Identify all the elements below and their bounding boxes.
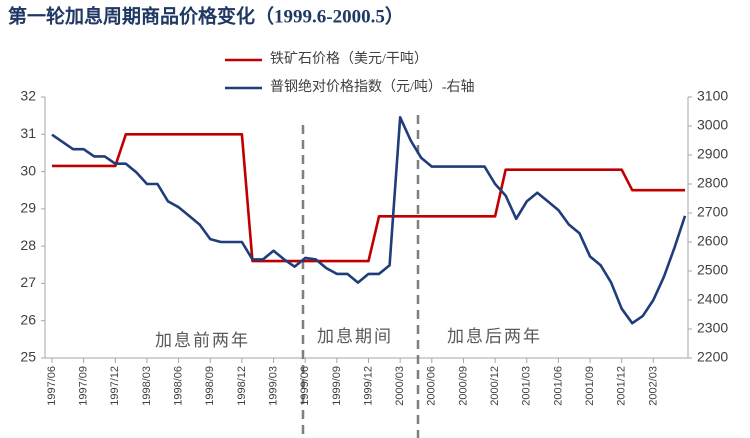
y2-tick-label: 2500 bbox=[697, 262, 728, 278]
y-tick-label: 28 bbox=[20, 237, 36, 253]
x-tick-label: 1997/09 bbox=[78, 366, 90, 406]
y2-tick-label: 2400 bbox=[697, 291, 728, 307]
x-tick-label: 1997/12 bbox=[109, 366, 121, 406]
x-tick-label: 1999/03 bbox=[267, 366, 279, 406]
line-series bbox=[52, 132, 685, 263]
x-tick-label: 2000/06 bbox=[426, 366, 438, 406]
x-tick-label: 2001/03 bbox=[521, 366, 533, 406]
y2-tick-label: 2800 bbox=[697, 175, 728, 191]
x-tick-label: 2001/06 bbox=[552, 366, 564, 406]
x-tick-label: 2000/03 bbox=[394, 366, 406, 406]
x-tick-label: 1999/09 bbox=[331, 366, 343, 406]
x-tick-label: 2000/12 bbox=[489, 366, 501, 406]
x-tick-label: 1999/12 bbox=[362, 366, 374, 406]
x-tick-label: 2001/12 bbox=[616, 366, 628, 406]
line-series bbox=[51, 116, 687, 325]
y2-tick-label: 3100 bbox=[697, 88, 728, 104]
y2-tick-label: 2700 bbox=[697, 204, 728, 220]
x-tick-label: 1998/09 bbox=[204, 366, 216, 406]
y2-tick-label: 3000 bbox=[697, 117, 728, 133]
chart-title: 第一轮加息周期商品价格变化（1999.6-2000.5） bbox=[8, 4, 404, 27]
x-tick-label: 1999/06 bbox=[299, 366, 311, 406]
x-tick-label: 1997/06 bbox=[46, 366, 58, 406]
x-tick-label: 2000/09 bbox=[457, 366, 469, 406]
y2-tick-label: 2900 bbox=[697, 146, 728, 162]
y2-tick-label: 2600 bbox=[697, 233, 728, 249]
x-tick-label: 1998/06 bbox=[173, 366, 185, 406]
y-tick-label: 31 bbox=[20, 125, 36, 141]
legend-label: 普钢绝对价格指数（元/吨）-右轴 bbox=[270, 79, 475, 95]
y-tick-label: 27 bbox=[20, 274, 36, 290]
y2-tick-label: 2200 bbox=[697, 349, 728, 365]
annotation: 加息期间 bbox=[317, 327, 393, 346]
annotation: 加息后两年 bbox=[447, 327, 542, 346]
y-tick-label: 32 bbox=[20, 88, 36, 104]
x-tick-label: 1998/12 bbox=[236, 366, 248, 406]
x-tick-label: 2002/03 bbox=[647, 366, 659, 406]
y-tick-label: 26 bbox=[20, 311, 36, 327]
y-tick-label: 25 bbox=[20, 349, 36, 365]
x-tick-label: 2001/09 bbox=[584, 366, 596, 406]
x-tick-label: 1998/03 bbox=[141, 366, 153, 406]
y-tick-label: 29 bbox=[20, 200, 36, 216]
y-tick-label: 30 bbox=[20, 162, 36, 178]
y2-tick-label: 2300 bbox=[697, 320, 728, 336]
annotation: 加息前两年 bbox=[155, 331, 250, 350]
legend-label: 铁矿石价格（美元/干吨） bbox=[270, 51, 428, 67]
